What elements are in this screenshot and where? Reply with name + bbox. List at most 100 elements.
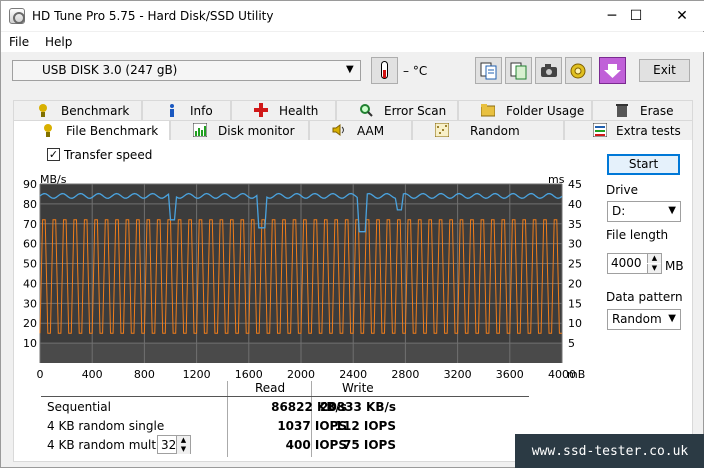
thermometer-icon: [381, 61, 388, 79]
queue-depth-stepper[interactable]: 32 ▲ ▼: [157, 435, 191, 454]
y-left-unit: MB/s: [40, 173, 67, 186]
download-icon: [604, 64, 621, 78]
y-right-tick-label: 35: [568, 218, 582, 231]
chevron-down-icon: ▼: [668, 205, 676, 216]
series-read-line: [39, 192, 563, 233]
exit-button[interactable]: Exit: [639, 59, 690, 82]
x-unit-label: mB: [567, 368, 585, 381]
trash-icon: [616, 104, 628, 117]
chevron-down-icon: ▼: [346, 64, 354, 75]
table-row: Sequential 86822 KB/s 20833 KB/s: [47, 400, 396, 414]
x-tick-label: 4000: [548, 368, 576, 381]
transfer-speed-label: Transfer speed: [64, 148, 153, 162]
benchmark-icon: [39, 104, 47, 117]
stepper-up-icon[interactable]: ▲: [176, 436, 190, 445]
download-button[interactable]: [599, 57, 626, 84]
file-benchmark-icon: [44, 124, 52, 137]
x-tick-label: 2800: [391, 368, 419, 381]
tab-error-scan[interactable]: Error Scan: [336, 100, 458, 120]
folder-icon: [481, 104, 495, 117]
watermark: www.ssd-tester.co.uk: [515, 434, 704, 468]
x-tick-label: 2000: [287, 368, 315, 381]
copy-text-button[interactable]: [475, 57, 502, 84]
y-left-tick-label: 30: [23, 297, 37, 310]
tab-benchmark[interactable]: Benchmark: [13, 100, 142, 120]
tab-disk-monitor[interactable]: Disk monitor: [170, 120, 309, 140]
copy-text-icon: [480, 62, 497, 80]
y-right-unit: ms: [548, 173, 565, 186]
extra-tests-icon: [593, 123, 607, 137]
x-tick-label: 1600: [235, 368, 263, 381]
camera-icon: [541, 64, 557, 77]
data-pattern-select[interactable]: Random ▼: [607, 309, 681, 330]
options-button[interactable]: [565, 57, 592, 84]
y-left-tick-label: 80: [23, 198, 37, 211]
tab-erase[interactable]: Erase: [592, 100, 693, 120]
y-left-tick-label: 60: [23, 238, 37, 251]
stepper-down-icon[interactable]: ▼: [647, 264, 661, 273]
stepper-up-icon[interactable]: ▲: [647, 254, 661, 263]
y-right-tick-label: 30: [568, 238, 582, 251]
x-tick-label: 3200: [444, 368, 472, 381]
tab-row-top: Benchmark Info Health Error Scan Folder …: [13, 100, 693, 120]
tab-folder-usage[interactable]: Folder Usage: [458, 100, 592, 120]
y-left-tick-label: 20: [23, 317, 37, 330]
table-row: 4 KB random multi 400 IOPS 75 IOPS: [47, 438, 396, 452]
y-left-tick-label: 70: [23, 218, 37, 231]
temperature-button[interactable]: [371, 57, 398, 84]
stepper-down-icon[interactable]: ▼: [176, 445, 190, 454]
speaker-icon: [332, 124, 344, 136]
app-icon: [9, 8, 25, 24]
maximize-button[interactable]: ☐: [629, 8, 643, 24]
y-left-tick-label: 50: [23, 258, 37, 271]
copy-screenshot-button[interactable]: [505, 57, 532, 84]
start-button[interactable]: Start: [607, 154, 680, 175]
tab-health[interactable]: Health: [231, 100, 336, 120]
minimize-button[interactable]: ─: [607, 8, 617, 24]
x-tick-label: 800: [134, 368, 155, 381]
copy-screenshot-icon: [510, 62, 527, 80]
col-write-header: Write: [342, 381, 374, 395]
divider-write: [311, 381, 312, 457]
x-tick-label: 1200: [183, 368, 211, 381]
options-icon: [570, 63, 586, 79]
title-bar: HD Tune Pro 5.75 - Hard Disk/SSD Utility…: [1, 1, 704, 31]
menu-bar: File Help: [1, 32, 704, 52]
y-right-tick-label: 5: [568, 337, 575, 350]
drive-select[interactable]: USB DISK 3.0 (247 gB) ▼: [12, 60, 361, 81]
file-length-label: File length: [606, 228, 669, 242]
file-length-stepper[interactable]: 4000 ▲ ▼: [607, 253, 662, 274]
temperature-readout: – °C: [403, 64, 428, 78]
menu-help[interactable]: Help: [45, 35, 73, 49]
y-right-tick-label: 45: [568, 178, 582, 191]
header-divider: [41, 396, 529, 397]
y-right-tick-label: 10: [568, 317, 582, 330]
y-right-tick-label: 40: [568, 198, 582, 211]
y-right-tick-label: 20: [568, 277, 582, 290]
tab-extra-tests[interactable]: Extra tests: [564, 120, 693, 140]
col-read-header: Read: [255, 381, 286, 395]
tab-row-bottom: File Benchmark Disk monitor AAM Random A…: [13, 120, 693, 152]
y-left-tick-label: 40: [23, 277, 37, 290]
health-cross-icon: [254, 103, 268, 117]
transfer-speed-checkbox[interactable]: ✓: [47, 148, 60, 161]
camera-button[interactable]: [535, 57, 562, 84]
drive-label: Drive: [606, 183, 638, 197]
tab-file-benchmark[interactable]: File Benchmark: [13, 120, 170, 141]
table-row: 4 KB random single 1037 IOPS 112 IOPS: [47, 419, 396, 433]
close-button[interactable]: ✕: [676, 8, 688, 24]
random-access-icon: [435, 123, 449, 137]
y-right-tick-label: 15: [568, 297, 582, 310]
info-icon: [170, 104, 174, 117]
divider-read: [227, 381, 228, 457]
chevron-down-icon: ▼: [668, 313, 676, 324]
tab-info[interactable]: Info: [142, 100, 231, 120]
drive-letter-select[interactable]: D: ▼: [607, 201, 681, 222]
magnifier-icon: [360, 104, 373, 117]
x-tick-label: 400: [82, 368, 103, 381]
tab-aam[interactable]: AAM: [309, 120, 412, 140]
menu-file[interactable]: File: [9, 35, 30, 49]
x-tick-label: 3600: [496, 368, 524, 381]
series-write-line: [39, 219, 562, 334]
